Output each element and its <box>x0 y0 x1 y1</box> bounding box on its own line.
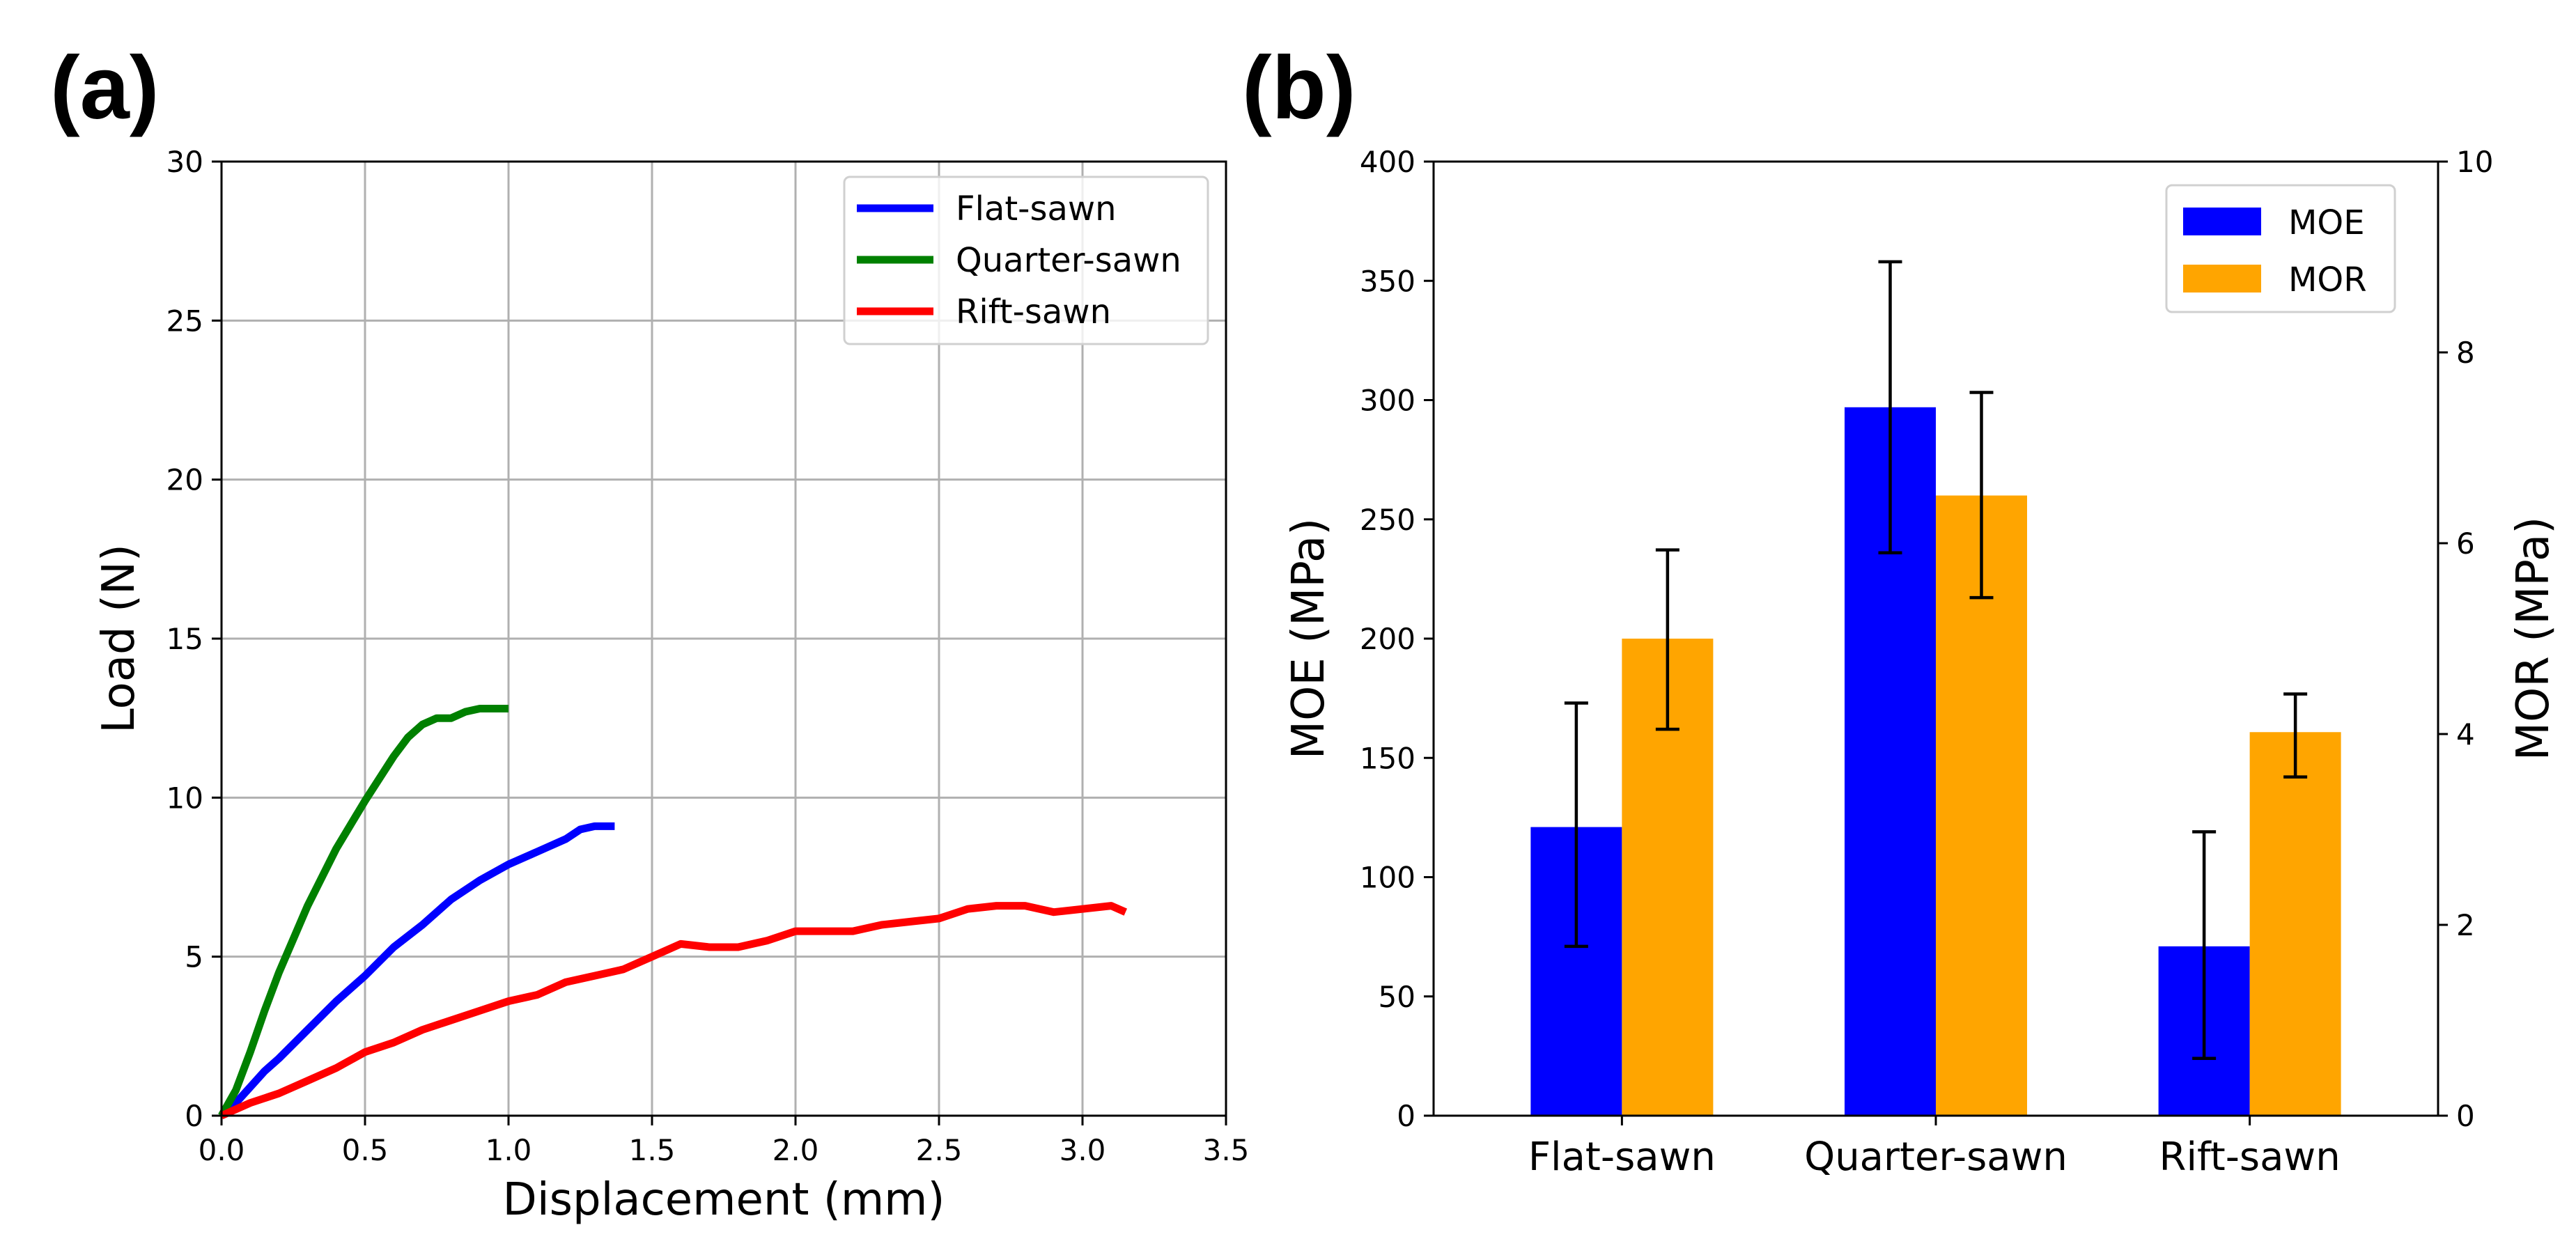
y-axis-title: Load (N) <box>93 544 145 733</box>
error-bar-moe <box>2192 830 2217 1061</box>
y-tick-label-left: 50 <box>1379 980 1415 1014</box>
y-tick-label: 30 <box>166 145 203 179</box>
y-tick-label: 5 <box>185 940 203 974</box>
legend-box <box>843 176 1209 345</box>
x-tick-label: 3.0 <box>1060 1133 1106 1167</box>
legend-label-flat-sawn: Flat-sawn <box>956 189 1117 228</box>
y-axis-title-left: MOE (MPa) <box>1283 518 1335 759</box>
panel-a-label: (a) <box>50 38 159 138</box>
plot-frame <box>1432 160 2439 1117</box>
x-tick-label: 0.0 <box>199 1133 245 1167</box>
error-bar-mor <box>2283 692 2308 779</box>
series-line-rift-sawn <box>219 902 1128 1120</box>
y-tick-label: 25 <box>166 304 203 338</box>
legend-swatch-mor <box>2183 265 2261 292</box>
x-tick-label: 0.5 <box>342 1133 389 1167</box>
category-label: Rift-sawn <box>2159 1134 2341 1180</box>
y-tick-label: 0 <box>185 1099 203 1133</box>
plot-frame <box>220 160 1227 1117</box>
legend-label-quarter-sawn: Quarter-sawn <box>956 241 1181 280</box>
category-label: Quarter-sawn <box>1804 1134 2067 1180</box>
x-tick-label: 2.5 <box>916 1133 963 1167</box>
y-tick-label-left: 400 <box>1360 145 1415 179</box>
y-tick-label-right: 4 <box>2456 717 2475 751</box>
legend-label-rift-sawn: Rift-sawn <box>956 292 1111 332</box>
series-line-quarter-sawn <box>218 705 509 1118</box>
y-tick-label-right: 10 <box>2456 145 2493 179</box>
x-tick-label: 3.5 <box>1203 1133 1250 1167</box>
bar-mor <box>2249 732 2341 1116</box>
panel-b-label: (b) <box>1242 38 1356 138</box>
y-tick-label-left: 350 <box>1360 264 1415 298</box>
y-tick-label-left: 0 <box>1397 1099 1415 1133</box>
y-tick-label-left: 100 <box>1360 861 1415 895</box>
y-tick-label-right: 2 <box>2456 908 2475 942</box>
legend-label-moe: MOE <box>2288 203 2365 242</box>
x-axis-title: Displacement (mm) <box>503 1174 945 1226</box>
error-bar-mor <box>1969 391 1994 600</box>
y-axis-title-right: MOR (MPa) <box>2508 517 2559 761</box>
y-tick-label-left: 300 <box>1360 384 1415 418</box>
y-tick-label: 10 <box>166 781 203 815</box>
y-tick-label-right: 6 <box>2456 526 2475 561</box>
error-bar-moe <box>1878 260 1902 554</box>
y-tick-label-left: 250 <box>1360 503 1415 537</box>
series-line-flat-sawn <box>219 822 615 1119</box>
y-tick-label: 20 <box>166 463 203 497</box>
error-bar-moe <box>1564 701 1588 949</box>
y-tick-label: 15 <box>166 622 203 656</box>
x-tick-label: 2.0 <box>773 1133 819 1167</box>
y-tick-label-right: 0 <box>2456 1099 2475 1133</box>
x-tick-label: 1.0 <box>486 1133 532 1167</box>
y-tick-label-left: 200 <box>1360 622 1415 656</box>
category-label: Flat-sawn <box>1528 1134 1716 1180</box>
legend-swatch-moe <box>2183 208 2261 235</box>
legend: MOE MOR <box>2165 184 2396 313</box>
x-tick-label: 1.5 <box>629 1133 676 1167</box>
error-bar-mor <box>1655 548 1679 731</box>
y-tick-label-left: 150 <box>1360 741 1415 775</box>
legend: Flat-sawn Quarter-sawn Rift-sawn <box>843 176 1209 345</box>
y-tick-label-right: 8 <box>2456 336 2475 370</box>
legend-label-mor: MOR <box>2288 260 2367 299</box>
line-chart-load-displacement: 0.0 0.5 1.0 1.5 2.0 2.5 3.0 3.5 0 5 10 15 20 25 30 Disp… <box>93 145 1249 1226</box>
bar-chart-moe-mor: Flat-sawn Quarter-sawn Rift-sawn0501001502… <box>1283 145 2559 1180</box>
